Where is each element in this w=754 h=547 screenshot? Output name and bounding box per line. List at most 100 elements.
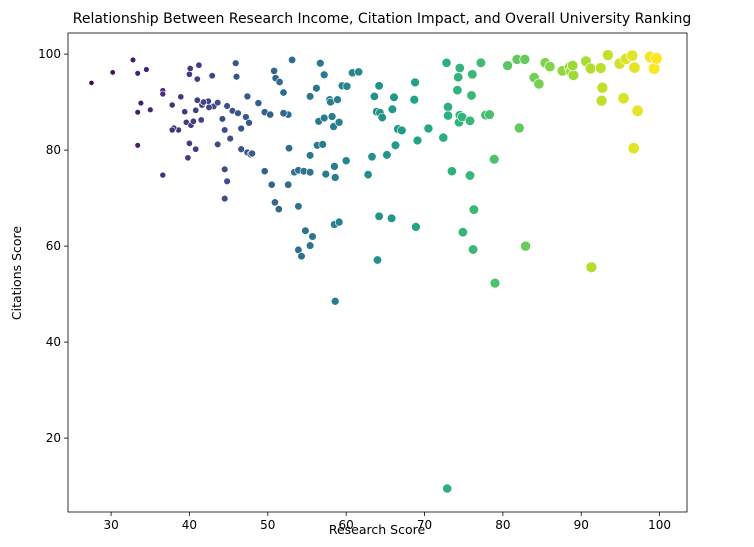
data-point bbox=[218, 115, 227, 123]
x-tick-label: 90 bbox=[574, 518, 589, 532]
x-tick-label: 80 bbox=[495, 518, 510, 532]
data-point bbox=[411, 222, 421, 232]
data-point bbox=[274, 205, 283, 214]
data-point bbox=[544, 61, 556, 73]
data-point bbox=[275, 78, 284, 86]
data-point bbox=[305, 151, 315, 160]
data-point bbox=[193, 75, 201, 83]
data-point bbox=[319, 70, 329, 80]
data-point bbox=[342, 81, 352, 91]
data-point bbox=[457, 227, 468, 238]
data-point bbox=[134, 70, 141, 77]
data-point bbox=[595, 94, 608, 107]
data-point bbox=[195, 61, 203, 69]
data-point bbox=[242, 113, 250, 121]
data-point bbox=[330, 297, 340, 306]
data-point bbox=[245, 119, 253, 127]
data-point bbox=[318, 140, 327, 149]
data-point bbox=[567, 69, 580, 81]
data-point bbox=[387, 213, 397, 223]
data-point bbox=[584, 62, 597, 75]
data-point bbox=[443, 101, 453, 112]
data-point bbox=[316, 58, 325, 68]
data-point bbox=[266, 110, 275, 119]
x-tick-label: 40 bbox=[182, 518, 197, 532]
data-point bbox=[214, 98, 222, 107]
data-point bbox=[423, 123, 434, 134]
data-point bbox=[312, 84, 321, 93]
data-point bbox=[200, 98, 208, 106]
data-point bbox=[192, 106, 200, 114]
data-point bbox=[372, 255, 383, 265]
data-point bbox=[305, 168, 315, 177]
data-point bbox=[185, 139, 193, 147]
data-point bbox=[367, 152, 377, 162]
data-point bbox=[319, 113, 329, 123]
data-point bbox=[468, 204, 479, 215]
data-point bbox=[221, 126, 229, 134]
data-point bbox=[467, 69, 478, 80]
data-point bbox=[446, 166, 457, 177]
data-point bbox=[489, 154, 500, 165]
data-point bbox=[294, 202, 303, 211]
data-point bbox=[650, 52, 663, 65]
x-tick-label: 100 bbox=[648, 518, 671, 532]
data-point bbox=[305, 241, 315, 250]
data-point bbox=[475, 57, 487, 68]
y-tick-label: 60 bbox=[46, 239, 61, 253]
data-point bbox=[390, 140, 401, 150]
x-tick-label: 30 bbox=[103, 518, 118, 532]
data-point bbox=[464, 170, 476, 181]
data-point bbox=[374, 211, 384, 221]
data-point bbox=[279, 88, 288, 97]
data-point bbox=[221, 194, 229, 203]
data-point bbox=[192, 145, 200, 153]
data-point bbox=[321, 169, 331, 179]
data-point bbox=[626, 49, 639, 62]
data-point bbox=[341, 156, 351, 166]
data-point bbox=[617, 92, 630, 105]
data-point bbox=[297, 252, 306, 261]
data-point bbox=[382, 150, 392, 160]
data-point bbox=[134, 142, 141, 149]
data-point bbox=[181, 108, 189, 116]
data-point bbox=[502, 60, 513, 71]
data-point bbox=[186, 65, 194, 72]
data-point bbox=[442, 483, 453, 494]
data-point bbox=[270, 198, 279, 207]
data-point bbox=[234, 109, 242, 117]
x-axis: 30 40 50 60 70 80 90 100 bbox=[103, 512, 671, 532]
data-point bbox=[519, 54, 531, 65]
data-point bbox=[260, 167, 269, 176]
data-point bbox=[284, 144, 294, 153]
data-point bbox=[177, 93, 185, 101]
data-point bbox=[129, 56, 137, 64]
data-point bbox=[193, 96, 201, 104]
data-point bbox=[197, 116, 205, 124]
data-point bbox=[533, 78, 545, 90]
data-point bbox=[301, 226, 310, 235]
data-point bbox=[270, 66, 279, 75]
data-point bbox=[185, 70, 193, 78]
data-point bbox=[308, 232, 317, 241]
data-point bbox=[134, 109, 141, 116]
data-point bbox=[466, 90, 477, 101]
data-point bbox=[369, 91, 379, 101]
y-axis-label: Citations Score bbox=[9, 226, 24, 321]
y-tick-label: 80 bbox=[46, 143, 61, 157]
y-tick-label: 40 bbox=[46, 335, 61, 349]
points-layer bbox=[88, 49, 663, 494]
data-point bbox=[464, 115, 476, 126]
data-point bbox=[223, 177, 231, 185]
data-point bbox=[254, 99, 263, 107]
data-point bbox=[159, 171, 167, 179]
data-point bbox=[237, 124, 245, 133]
data-point bbox=[288, 55, 297, 64]
data-point bbox=[443, 110, 453, 121]
plot-frame bbox=[67, 32, 688, 513]
chart-title: Relationship Between Research Income, Ci… bbox=[73, 11, 691, 27]
data-point bbox=[137, 99, 145, 107]
data-point bbox=[441, 57, 452, 68]
data-point bbox=[143, 66, 150, 73]
